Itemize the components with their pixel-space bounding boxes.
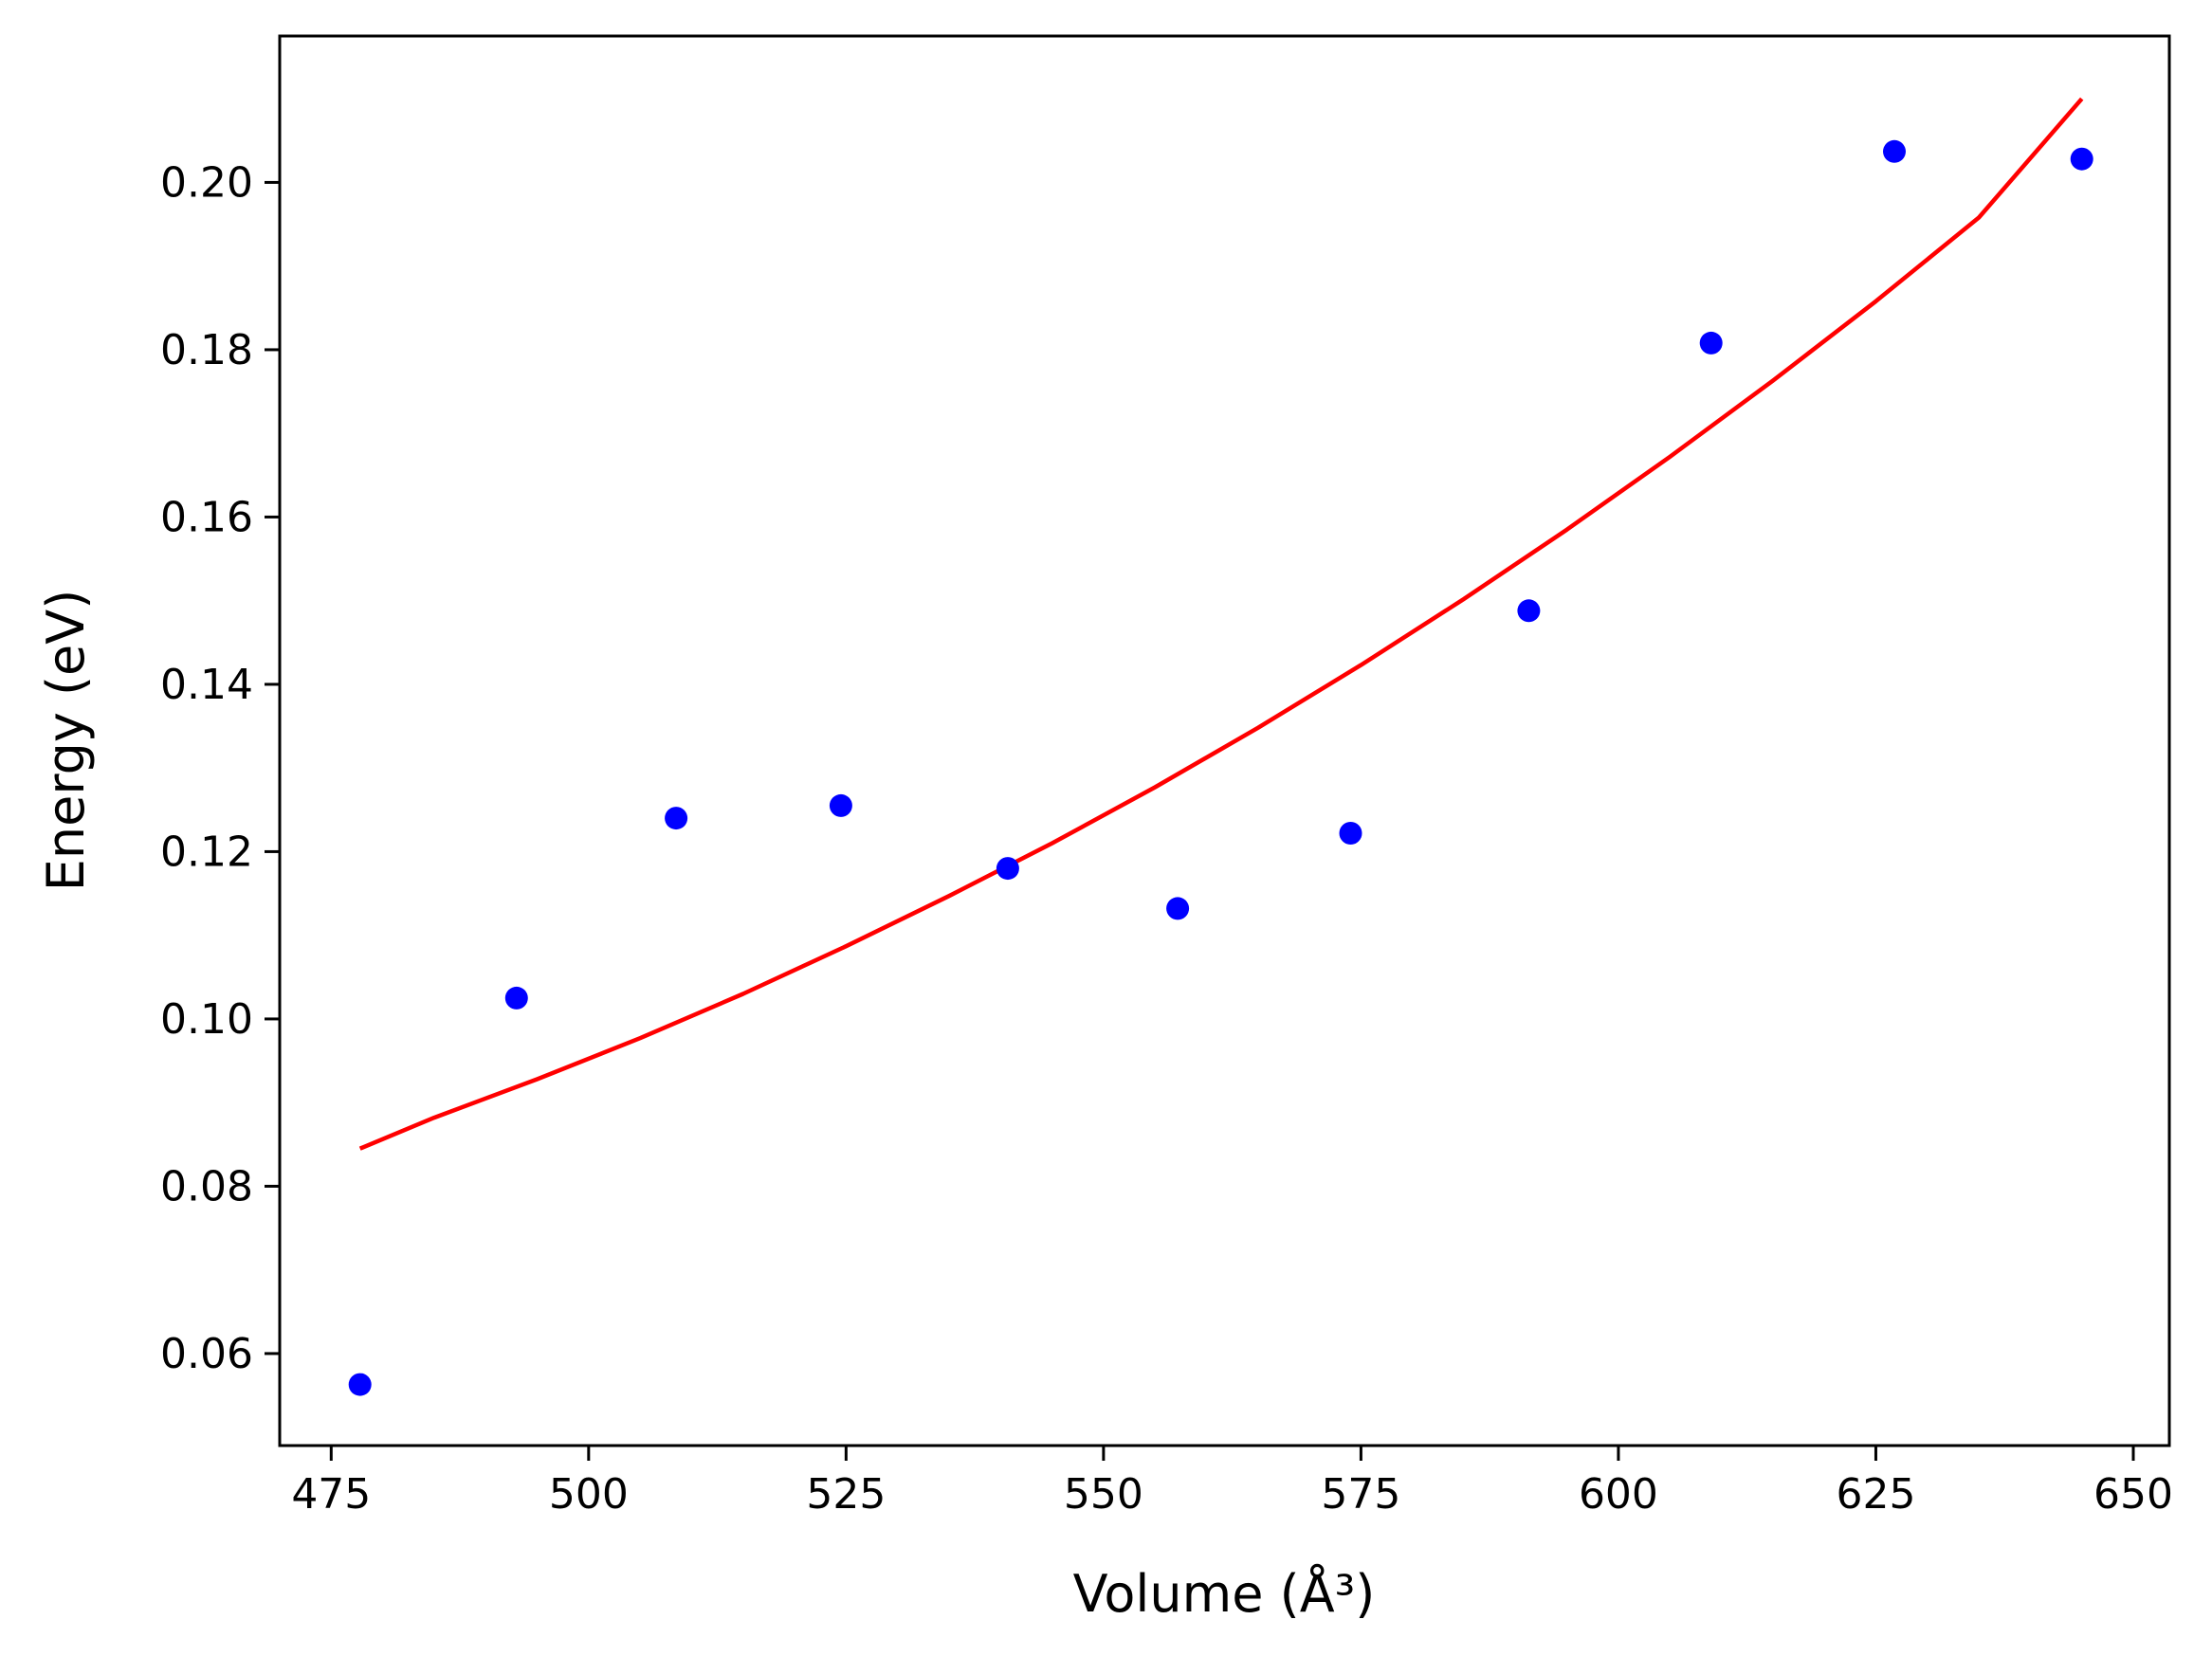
data-point xyxy=(348,1373,372,1396)
x-tick-label: 600 xyxy=(1579,1470,1658,1519)
x-tick-label: 575 xyxy=(1321,1470,1400,1519)
y-tick-label: 0.20 xyxy=(160,158,253,207)
y-tick-label: 0.12 xyxy=(160,828,253,876)
y-tick-label: 0.14 xyxy=(160,661,253,709)
y-tick-label: 0.10 xyxy=(160,995,253,1044)
y-tick-label: 0.16 xyxy=(160,493,253,541)
y-axis: 0.06 0.08 0.10 0.12 0.14 0.16 0.18 0.20 xyxy=(160,158,280,1378)
data-point xyxy=(1883,139,1906,163)
fit-curve-layer xyxy=(358,97,2084,1151)
x-tick-label: 650 xyxy=(2093,1470,2173,1519)
data-point xyxy=(1339,822,1362,845)
plot-area xyxy=(280,36,2169,1446)
y-tick-label: 0.18 xyxy=(160,326,253,374)
data-point xyxy=(1699,331,1723,355)
x-tick-label: 525 xyxy=(806,1470,886,1519)
x-axis: 475 500 525 550 575 600 625 650 xyxy=(291,1446,2173,1519)
data-point xyxy=(829,793,852,817)
data-point xyxy=(1517,599,1541,623)
x-tick-label: 625 xyxy=(1836,1470,1915,1519)
data-point xyxy=(1166,897,1190,920)
x-tick-label: 550 xyxy=(1064,1470,1143,1519)
data-points-layer xyxy=(348,139,2093,1396)
y-tick-label: 0.06 xyxy=(160,1330,253,1378)
y-tick-label: 0.08 xyxy=(160,1162,253,1210)
fit-curve xyxy=(358,97,2084,1151)
x-axis-title: Volume (Å³) xyxy=(1073,1563,1376,1624)
data-point xyxy=(665,807,688,830)
data-point xyxy=(504,986,528,1010)
x-tick-label: 500 xyxy=(549,1470,629,1519)
x-tick-label: 475 xyxy=(291,1470,371,1519)
data-point xyxy=(2070,147,2093,171)
data-point xyxy=(996,857,1019,881)
y-axis-title: Energy (eV) xyxy=(36,590,96,892)
plot-frame xyxy=(278,34,2171,1447)
